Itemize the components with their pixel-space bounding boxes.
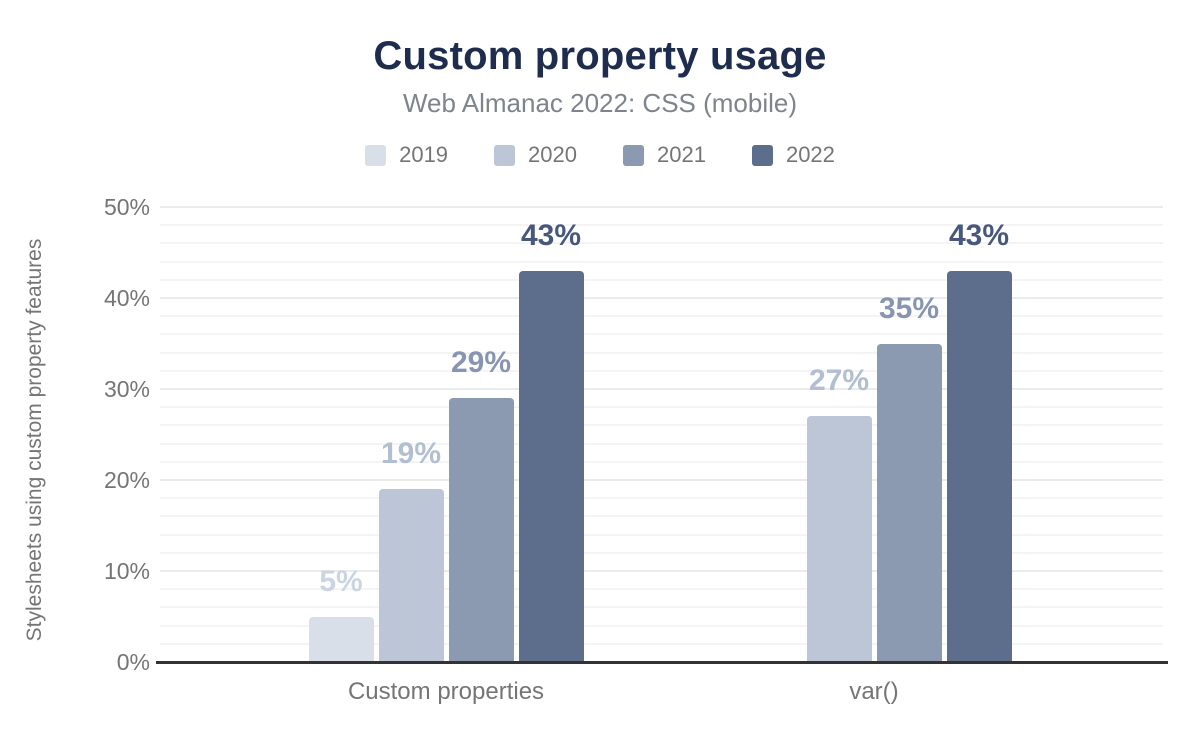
x-category-label-0: Custom properties bbox=[347, 678, 545, 705]
bar-value-label-2019-0: 5% bbox=[319, 564, 363, 598]
legend-swatch-2021 bbox=[623, 144, 644, 166]
bar-2021-var- bbox=[876, 343, 942, 662]
bar-value-label-2021-0: 29% bbox=[450, 346, 512, 380]
legend-item-2021: 2021 bbox=[623, 142, 706, 168]
bar-value-label-2020-1: 27% bbox=[808, 364, 870, 398]
y-tick-50%: 50% bbox=[103, 194, 150, 220]
major-gridline-30 bbox=[160, 388, 1163, 390]
legend-label-2022: 2022 bbox=[785, 142, 835, 167]
bar-2020-custom-properties bbox=[378, 489, 444, 662]
minor-gridline-26 bbox=[160, 424, 1163, 427]
major-gridline-10 bbox=[160, 570, 1163, 572]
y-tick-0%: 0% bbox=[116, 649, 150, 675]
minor-gridline-2 bbox=[160, 642, 1163, 645]
minor-gridline-8 bbox=[160, 588, 1163, 591]
legend-item-2019: 2019 bbox=[365, 142, 448, 168]
x-category-label-1: var() bbox=[849, 678, 899, 705]
legend-label-2019: 2019 bbox=[399, 142, 449, 167]
legend-label-2020: 2020 bbox=[528, 142, 577, 167]
minor-gridline-32 bbox=[160, 369, 1163, 372]
bar-2021-custom-properties bbox=[448, 398, 514, 662]
y-tick-20%: 20% bbox=[103, 467, 150, 493]
minor-gridline-24 bbox=[160, 442, 1163, 445]
bar-value-label-2021-1: 35% bbox=[878, 291, 940, 325]
minor-gridline-44 bbox=[160, 260, 1163, 263]
bar-value-label-2022-0: 43% bbox=[520, 218, 582, 252]
chart-title: Custom property usage bbox=[373, 34, 827, 78]
legend-swatch-2022 bbox=[751, 144, 773, 166]
x-axis-line bbox=[156, 661, 1168, 664]
major-gridline-50 bbox=[160, 206, 1163, 208]
legend-item-2022: 2022 bbox=[751, 142, 835, 168]
minor-gridline-4 bbox=[160, 624, 1163, 627]
major-gridline-40 bbox=[160, 297, 1163, 299]
minor-gridline-46 bbox=[160, 242, 1163, 245]
legend-swatch-2020 bbox=[494, 144, 516, 166]
minor-gridline-18 bbox=[160, 497, 1163, 500]
legend-swatch-2019 bbox=[365, 144, 387, 166]
minor-gridline-28 bbox=[160, 406, 1163, 409]
bar-2020-var- bbox=[806, 416, 872, 662]
bar-2022-var- bbox=[946, 270, 1012, 662]
minor-gridline-42 bbox=[160, 278, 1163, 281]
legend-label-2021: 2021 bbox=[657, 142, 706, 167]
legend-item-2020: 2020 bbox=[494, 142, 577, 168]
bar-2019-custom-properties bbox=[308, 616, 374, 662]
minor-gridline-22 bbox=[160, 460, 1163, 463]
bar-2022-custom-properties bbox=[518, 270, 584, 662]
minor-gridline-34 bbox=[160, 351, 1163, 354]
minor-gridline-6 bbox=[160, 606, 1163, 609]
chart-subtitle: Web Almanac 2022: CSS (mobile) bbox=[402, 88, 798, 118]
minor-gridline-38 bbox=[160, 315, 1163, 318]
y-tick-30%: 30% bbox=[103, 376, 150, 402]
plot-area: 5% 19% 29% 43% 27% 35% 43% bbox=[156, 206, 1168, 664]
minor-gridline-48 bbox=[160, 224, 1163, 227]
minor-gridline-36 bbox=[160, 333, 1163, 336]
bar-value-label-2022-1: 43% bbox=[948, 218, 1010, 252]
y-tick-40%: 40% bbox=[103, 285, 150, 311]
legend: 2019 2020 2021 2022 bbox=[0, 142, 1200, 168]
minor-gridline-12 bbox=[160, 551, 1163, 554]
minor-gridline-16 bbox=[160, 515, 1163, 518]
y-tick-10%: 10% bbox=[103, 558, 150, 584]
bar-value-label-2020-0: 19% bbox=[380, 437, 442, 471]
major-gridline-20 bbox=[160, 479, 1163, 481]
minor-gridline-14 bbox=[160, 533, 1163, 536]
